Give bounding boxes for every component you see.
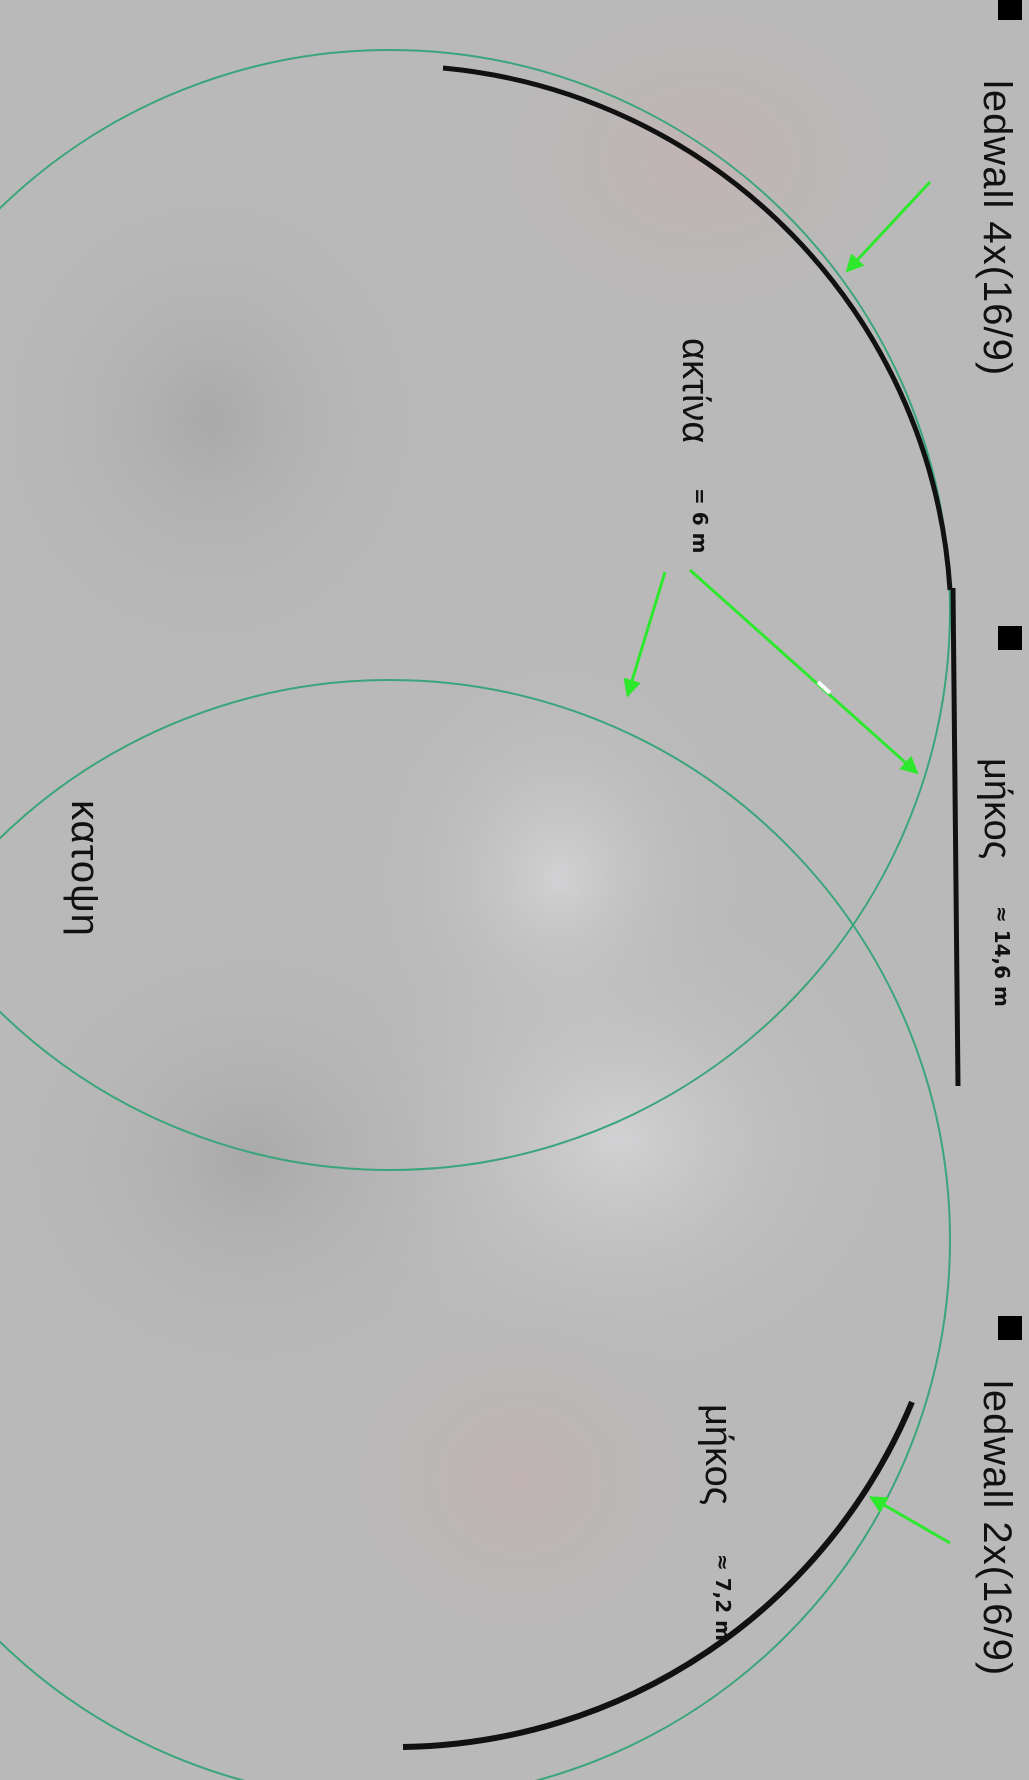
label-length-bottom: μήκος ≈ 7,2 m [697, 1404, 739, 1641]
upper-circle [0, 49, 951, 1171]
background-blotch [440, 0, 960, 360]
label-radius: ακτίνα = 6 m [674, 338, 716, 553]
background-blotch [300, 1280, 740, 1680]
label-length-top-word: μήκος [976, 758, 1018, 859]
label-radius-value: = 6 m [688, 488, 712, 553]
label-ledwall-top: ledwall 4x(16/9) [975, 80, 1019, 376]
label-length-top: μήκος ≈ 14,6 m [976, 758, 1018, 1007]
label-ledwall-bottom: ledwall 2x(16/9) [975, 1380, 1019, 1676]
ledwall-bottom-arc [402, 1400, 915, 1750]
label-length-bottom-word: μήκος [697, 1404, 739, 1505]
arrow-ledwall-top [845, 180, 932, 273]
label-plan-view: κατοψη [63, 800, 107, 937]
arrow-radius-outer [689, 568, 919, 775]
label-radius-word: ακτίνα [674, 338, 716, 443]
arrow-radius-inner [623, 571, 667, 698]
edge-marker-bottom [998, 1316, 1022, 1340]
background-blotch [0, 160, 450, 680]
arrow-ledwall-bottom [868, 1496, 951, 1545]
label-length-top-value: ≈ 14,6 m [990, 906, 1014, 1007]
arrow-radius-tick [816, 680, 832, 695]
label-length-bottom-value: ≈ 7,2 m [711, 1554, 735, 1641]
ledwall-top-arc [442, 65, 953, 591]
lower-circle [0, 679, 951, 1780]
edge-marker-middle [998, 626, 1022, 650]
background-blotch [0, 920, 510, 1400]
ledwall-top-straight [950, 587, 961, 1087]
edge-marker-top [998, 0, 1022, 20]
